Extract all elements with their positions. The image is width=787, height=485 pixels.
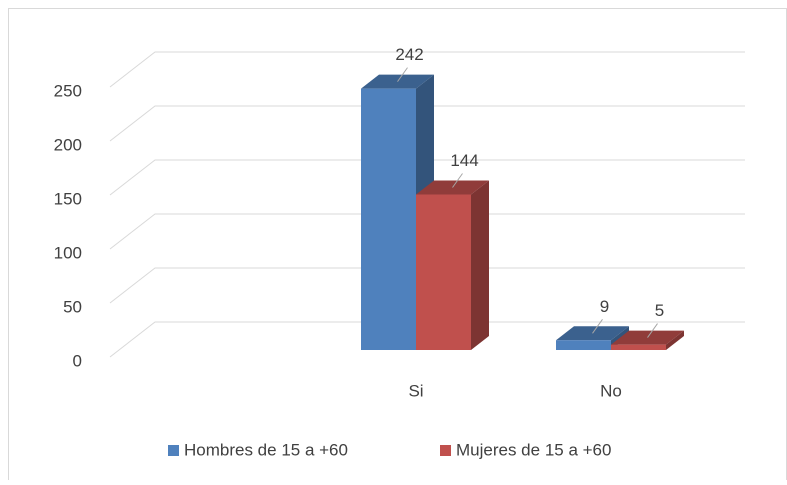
legend-label: Mujeres de 15 a +60 xyxy=(456,440,611,459)
legend-swatch xyxy=(440,445,451,456)
grid-line xyxy=(109,105,745,142)
bar xyxy=(416,180,489,350)
legend-swatch xyxy=(168,445,179,456)
leader-line xyxy=(592,318,603,334)
bar-front xyxy=(416,194,471,350)
leader-line xyxy=(647,323,658,338)
legend-label: Hombres de 15 a +60 xyxy=(184,440,348,459)
grid-line xyxy=(109,51,745,88)
bar-front xyxy=(361,88,416,350)
y-tick-label: 0 xyxy=(73,351,82,370)
grid-line xyxy=(109,267,745,304)
grid-line xyxy=(109,213,745,250)
y-tick-label: 200 xyxy=(54,135,82,154)
bar-side xyxy=(471,180,489,350)
x-tick-label: Si xyxy=(408,381,423,400)
bar-front xyxy=(611,344,666,350)
y-tick-label: 150 xyxy=(54,189,82,208)
data-label: 144 xyxy=(450,151,478,170)
data-label: 5 xyxy=(655,301,664,320)
x-tick-label: No xyxy=(600,381,622,400)
leader-line xyxy=(452,173,463,188)
bar-front xyxy=(556,340,611,350)
grid-line xyxy=(109,321,745,358)
bar-side xyxy=(666,330,684,350)
y-tick-label: 50 xyxy=(63,297,82,316)
y-tick-label: 100 xyxy=(54,243,82,262)
y-tick-label: 250 xyxy=(54,81,82,100)
data-label: 242 xyxy=(395,45,423,64)
leader-line xyxy=(397,67,408,82)
grid-line xyxy=(109,159,745,196)
bar xyxy=(611,330,684,350)
data-label: 9 xyxy=(600,297,609,316)
